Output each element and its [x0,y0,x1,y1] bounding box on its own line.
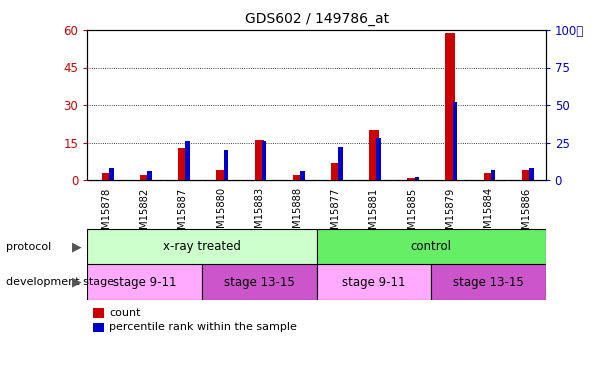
Bar [407,177,417,180]
Title: GDS602 / 149786_at: GDS602 / 149786_at [244,12,389,26]
Bar [178,147,188,180]
Bar [140,175,150,180]
Text: GSM15877: GSM15877 [330,188,341,242]
Bar [376,138,381,180]
Text: stage 13-15: stage 13-15 [453,276,524,289]
Text: GSM15883: GSM15883 [254,188,264,242]
Text: GSM15888: GSM15888 [292,188,303,242]
Bar [224,150,228,180]
Bar [292,175,302,180]
Bar [109,168,113,180]
Bar [300,171,305,180]
Text: GSM15881: GSM15881 [369,188,379,242]
Text: percentile rank within the sample: percentile rank within the sample [109,322,297,332]
Text: GSM15879: GSM15879 [445,188,455,242]
Bar [185,141,190,180]
Text: protocol: protocol [6,242,51,252]
Text: GSM15886: GSM15886 [522,188,532,242]
Bar [87,229,317,264]
Bar [102,172,112,180]
Bar [87,264,202,300]
Bar [338,147,343,180]
Bar [529,168,534,180]
Bar [491,170,496,180]
Bar [202,264,317,300]
Text: stage 13-15: stage 13-15 [224,276,295,289]
Text: stage 9-11: stage 9-11 [113,276,177,289]
Bar [431,264,546,300]
Text: GSM15885: GSM15885 [407,188,417,242]
Bar [254,140,264,180]
Bar [147,171,152,180]
Text: count: count [109,308,140,318]
Text: control: control [411,240,452,253]
Text: GSM15887: GSM15887 [178,188,188,242]
Bar [262,141,267,180]
Text: GSM15882: GSM15882 [140,188,150,242]
Text: GSM15880: GSM15880 [216,188,226,242]
Text: ▶: ▶ [72,240,81,253]
Bar [369,130,379,180]
Text: stage 9-11: stage 9-11 [342,276,406,289]
Bar [453,102,457,180]
Bar [414,177,419,180]
Bar [317,229,546,264]
Bar [331,162,341,180]
Bar [484,172,493,180]
Bar [216,170,226,180]
Text: ▶: ▶ [72,276,81,289]
Text: GSM15884: GSM15884 [484,188,493,242]
Bar [317,264,431,300]
Text: development stage: development stage [6,277,114,287]
Text: x-ray treated: x-ray treated [163,240,241,253]
Bar [446,33,455,180]
Bar [522,170,531,180]
Text: GSM15878: GSM15878 [101,188,112,242]
